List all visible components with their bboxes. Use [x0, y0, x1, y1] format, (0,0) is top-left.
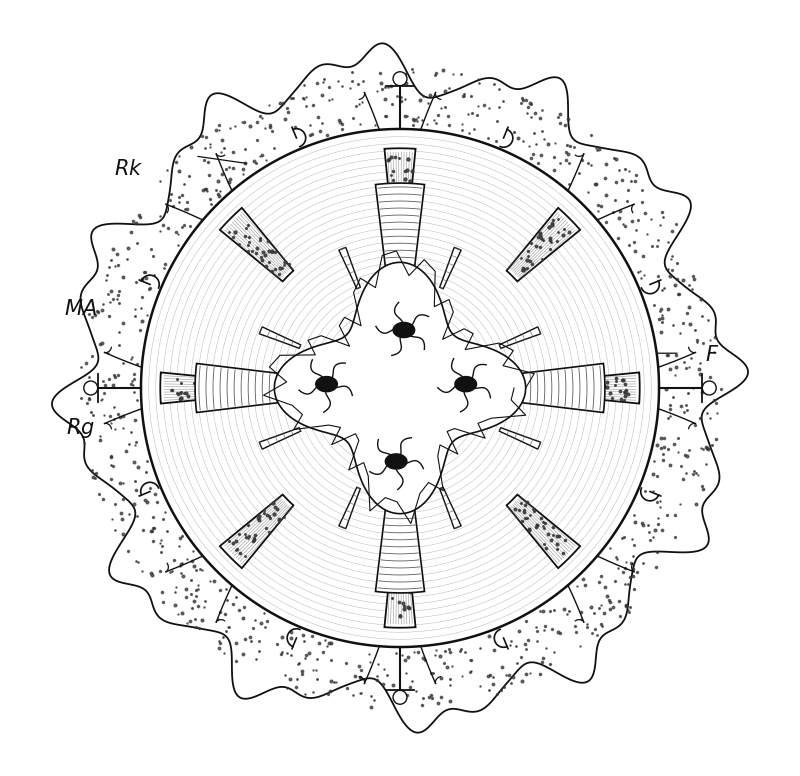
Circle shape — [702, 381, 716, 395]
Polygon shape — [141, 129, 659, 647]
Text: $Rg$: $Rg$ — [66, 417, 95, 441]
Polygon shape — [499, 428, 541, 449]
Circle shape — [393, 691, 407, 705]
Text: $F$: $F$ — [706, 345, 720, 365]
Polygon shape — [259, 428, 301, 449]
Polygon shape — [393, 323, 414, 338]
Polygon shape — [386, 454, 407, 469]
Polygon shape — [506, 494, 580, 568]
Polygon shape — [375, 183, 425, 269]
Polygon shape — [385, 148, 415, 230]
Polygon shape — [385, 546, 415, 628]
Polygon shape — [455, 376, 477, 392]
Text: $Rk$: $Rk$ — [114, 159, 143, 179]
Polygon shape — [440, 248, 461, 289]
Polygon shape — [52, 43, 748, 733]
Polygon shape — [259, 327, 301, 348]
Polygon shape — [195, 363, 281, 413]
Polygon shape — [274, 262, 526, 514]
Circle shape — [84, 381, 98, 395]
Polygon shape — [440, 487, 461, 528]
Polygon shape — [160, 372, 242, 404]
Polygon shape — [506, 208, 580, 282]
Polygon shape — [220, 208, 294, 282]
Polygon shape — [375, 507, 425, 593]
Polygon shape — [220, 494, 294, 568]
Circle shape — [393, 71, 407, 85]
Polygon shape — [519, 363, 605, 413]
Polygon shape — [339, 248, 360, 289]
Polygon shape — [558, 372, 640, 404]
Polygon shape — [339, 487, 360, 528]
Text: $MA$: $MA$ — [64, 299, 97, 318]
Polygon shape — [499, 327, 541, 348]
Polygon shape — [316, 376, 338, 392]
